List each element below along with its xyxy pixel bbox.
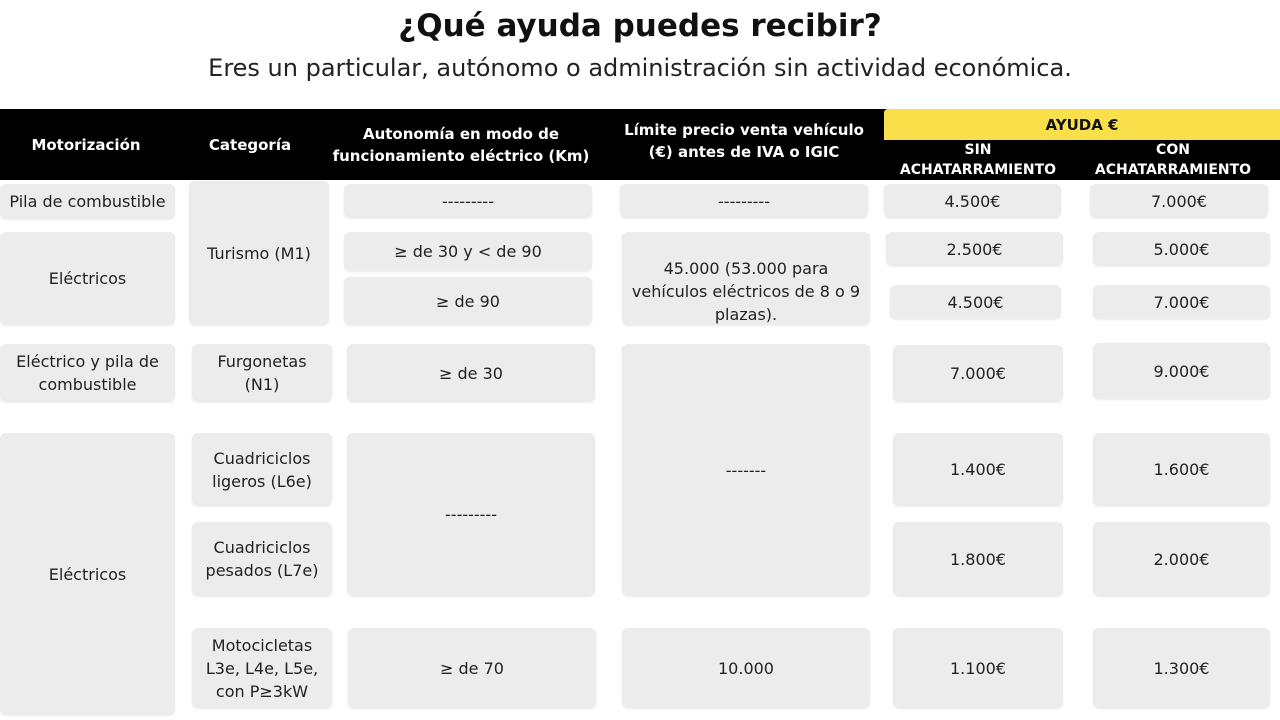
page-subtitle: Eres un particular, autónomo o administr… <box>208 54 1072 82</box>
cell-autonomia-30-90: ≥ de 30 y < de 90 <box>344 232 592 271</box>
cell-motorizacion-electricos-2: Eléctricos <box>0 433 175 715</box>
cell-sin-cuadriciclos-pesados: 1.800€ <box>893 522 1063 596</box>
cell-autonomia-90: ≥ de 90 <box>344 277 592 325</box>
cell-sin-motocicletas: 1.100€ <box>893 628 1063 708</box>
cell-autonomia-furgonetas: ≥ de 30 <box>347 344 595 402</box>
cell-categoria-cuadriciclos-pesados: Cuadriciclos pesados (L7e) <box>192 522 332 596</box>
cell-limite-turismo: 45.000 (53.000 para vehículos eléctricos… <box>622 232 870 325</box>
cell-autonomia-cuadriciclos: --------- <box>347 433 595 596</box>
cell-con-cuadriciclos-pesados: 2.000€ <box>1093 522 1270 596</box>
cell-categoria-motocicletas: Motocicletas L3e, L4e, L5e, con P≥3kW <box>192 628 332 708</box>
cell-con-90: 7.000€ <box>1093 285 1270 319</box>
header-sin-achatarramiento: SIN ACHATARRAMIENTO <box>899 142 1057 178</box>
cell-categoria-cuadriciclos-ligeros: Cuadriciclos ligeros (L6e) <box>192 433 332 506</box>
cell-motorizacion-electrico-pila: Eléctrico y pila de combustible <box>0 344 175 402</box>
cell-sin-90: 4.500€ <box>890 285 1061 319</box>
header-motorizacion: Motorización <box>31 135 141 154</box>
cell-sin-30-90: 2.500€ <box>886 232 1063 266</box>
page-title: ¿Qué ayuda puedes recibir? <box>398 8 882 44</box>
cell-motorizacion-electricos: Eléctricos <box>0 232 175 325</box>
cell-con-furgonetas: 9.000€ <box>1093 343 1270 399</box>
cell-categoria-turismo: Turismo (M1) <box>189 181 329 325</box>
header-autonomia: Autonomía en modo de funcionamiento eléc… <box>332 124 590 165</box>
header-limite: Límite precio venta vehículo (€) antes d… <box>624 121 864 161</box>
cell-sin-cuadriciclos-ligeros: 1.400€ <box>893 433 1063 506</box>
cell-categoria-furgonetas: Furgonetas (N1) <box>192 344 332 402</box>
cell-limite-motocicletas: 10.000 <box>622 628 870 708</box>
cell-con-pila: 7.000€ <box>1090 184 1268 218</box>
cell-con-cuadriciclos-ligeros: 1.600€ <box>1093 433 1270 506</box>
cell-con-motocicletas: 1.300€ <box>1093 628 1270 708</box>
cell-sin-pila: 4.500€ <box>884 184 1061 218</box>
cell-con-30-90: 5.000€ <box>1093 232 1270 266</box>
cell-limite-furgonetas-cuadriciclos: ------- <box>622 344 870 596</box>
header-ayuda: AYUDA € <box>884 109 1280 140</box>
header-con-achatarramiento: CON ACHATARRAMIENTO <box>1094 142 1252 178</box>
cell-sin-furgonetas: 7.000€ <box>893 345 1063 402</box>
cell-limite-pila: --------- <box>620 184 868 218</box>
cell-motorizacion-pila: Pila de combustible <box>0 184 175 219</box>
cell-autonomia-motocicletas: ≥ de 70 <box>348 628 596 708</box>
header-categoria: Categoría <box>208 135 292 154</box>
cell-autonomia-pila: --------- <box>344 184 592 218</box>
